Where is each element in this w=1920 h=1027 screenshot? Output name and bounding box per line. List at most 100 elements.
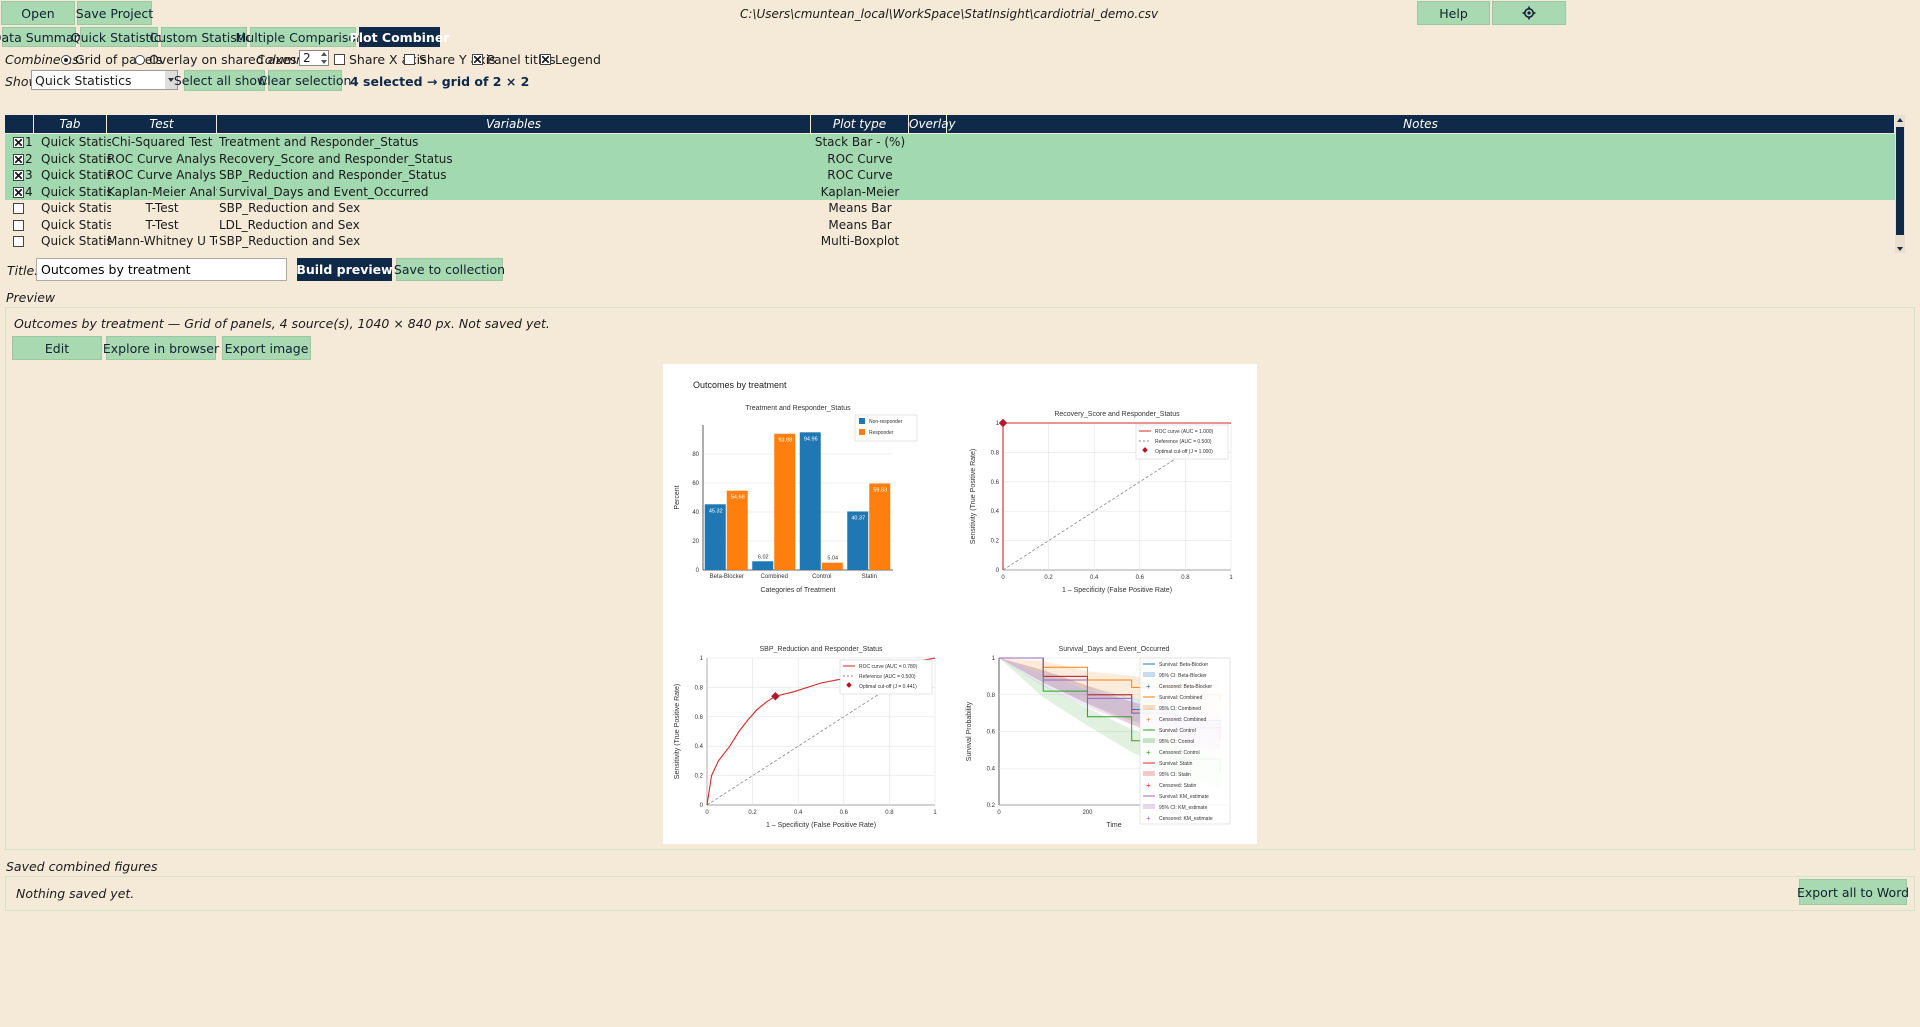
table-row[interactable]: Quick StatisticsMann-Whitney U TestSBP_R…: [5, 233, 1905, 250]
x-tick-label: 0.6: [1136, 575, 1145, 581]
y-tick-label: 0.8: [695, 685, 704, 691]
chevron-down-icon[interactable]: [165, 71, 177, 89]
tab-quick-statistics[interactable]: Quick Statistics: [71, 27, 167, 47]
header-plot-type[interactable]: Plot type: [811, 115, 909, 133]
explore-browser-button[interactable]: Explore in browser: [103, 336, 219, 360]
cell-test: Mann-Whitney U Test: [107, 234, 217, 248]
legend-label: Survival: KM_estimate: [1159, 794, 1209, 800]
spinner-down-icon[interactable]: [321, 60, 327, 64]
scroll-thumb[interactable]: [1896, 127, 1904, 235]
panel-titles-checkbox[interactable]: Panel titles: [472, 52, 556, 67]
open-button[interactable]: Open: [1, 1, 75, 25]
show-dropdown[interactable]: Quick Statistics: [31, 70, 178, 90]
legend-label: ROC curve (AUC = 1.000): [1155, 429, 1214, 435]
row-checkbox[interactable]: [13, 137, 24, 148]
y-tick-label: 1: [992, 656, 996, 662]
overlay-radio[interactable]: Overlay on shared axes: [135, 52, 297, 67]
row-checkbox[interactable]: [13, 219, 24, 231]
table-row[interactable]: 2 Quick StatisticsROC Curve AnalysisRecov…: [5, 150, 1905, 167]
scroll-down-icon[interactable]: [1897, 247, 1903, 251]
y-tick-label: 1: [700, 656, 704, 662]
scroll-up-icon[interactable]: [1897, 118, 1903, 122]
export-image-button[interactable]: Export image: [222, 336, 311, 360]
x-tick-label: 0.8: [885, 810, 894, 816]
row-checkbox[interactable]: [13, 186, 24, 198]
bar: [726, 490, 748, 570]
table-row[interactable]: Quick Statistics T-Test LDL_Reduction and …: [5, 217, 1905, 234]
x-tick-label: 0.8: [1181, 575, 1190, 581]
overlay-radio-indicator[interactable]: [135, 55, 145, 65]
tab-custom-statistics[interactable]: Custom Statistics: [150, 27, 259, 47]
header-notes[interactable]: Notes: [947, 115, 1895, 133]
save-project-button[interactable]: Save Project: [76, 1, 153, 25]
share-x-box[interactable]: [334, 54, 345, 65]
cutoff-marker: [771, 691, 780, 701]
share-y-box[interactable]: [404, 54, 415, 65]
table-scrollbar[interactable]: [1895, 115, 1905, 253]
table-row[interactable]: Quick Statistics T-Test SBP_Reduction and …: [5, 200, 1905, 217]
y-tick-label: 0.6: [991, 480, 1000, 486]
cell-plot: Kaplan-Meier: [820, 184, 900, 199]
table-row[interactable]: 4 Quick StatisticsKaplan-Meier AnalysisSu…: [5, 183, 1905, 200]
tab-multiple-comparisons[interactable]: Multiple Comparisons: [236, 27, 371, 47]
y-tick-label: 0.6: [987, 730, 996, 736]
columns-spinner[interactable]: 2: [299, 50, 329, 66]
y-tick-label: 0.8: [991, 450, 1000, 456]
panel-title: Survival_Days and Event_Occurred: [1059, 646, 1170, 653]
cell-vars: SBP_Reduction and Sex: [219, 201, 361, 215]
row-checkbox[interactable]: [13, 153, 24, 165]
edit-button[interactable]: Edit: [12, 336, 102, 360]
y-tick-label: 0.6: [695, 715, 704, 721]
header-tab[interactable]: Tab: [34, 115, 107, 133]
export-word-button[interactable]: Export all to Word: [1797, 879, 1909, 905]
tab-plot-combiner[interactable]: Plot Combiner: [350, 27, 449, 47]
grid-radio-indicator[interactable]: [61, 55, 71, 65]
y-tick-label: 40: [692, 510, 699, 516]
bar: [799, 432, 821, 570]
x-tick-label: Combined: [761, 574, 788, 580]
save-to-collection-button[interactable]: Save to collection: [394, 258, 505, 281]
x-tick-label: 1: [933, 810, 937, 816]
cell-plot: Means Bar: [828, 201, 892, 215]
row-checkbox[interactable]: [13, 203, 24, 214]
table-row[interactable]: 1 Quick StatisticsChi-Squared Test Treatme…: [5, 134, 1905, 151]
spinner-up-icon[interactable]: [321, 52, 327, 56]
table-row[interactable]: 3 Quick StatisticsROC Curve AnalysisSBP_R…: [5, 167, 1905, 184]
legend-checkbox[interactable]: Legend: [540, 52, 601, 67]
panel-titles-label: Panel titles: [486, 52, 556, 67]
legend-label: 95% CI: Combined: [1159, 706, 1201, 712]
row-checkbox[interactable]: [13, 236, 24, 247]
columns-value[interactable]: 2: [303, 51, 311, 65]
row-checkbox[interactable]: [13, 170, 24, 181]
cell-tab: Quick Statistics: [41, 217, 111, 232]
row-number: 4: [25, 184, 33, 199]
show-dropdown-value[interactable]: Quick Statistics: [35, 73, 132, 88]
select-all-button[interactable]: Select all shown: [174, 70, 275, 91]
legend-box: [839, 659, 933, 695]
tab-data-summary[interactable]: Data Summary: [0, 27, 86, 47]
preview-figure[interactable]: Outcomes by treatment Treatment and Resp…: [663, 364, 1257, 844]
help-button[interactable]: Help: [1417, 1, 1490, 25]
build-preview-button[interactable]: Build preview: [296, 258, 393, 281]
cell-plot: Multi-Boxplot: [820, 234, 900, 248]
legend-swatch: [846, 682, 852, 688]
y-tick-label: 0.4: [695, 744, 704, 750]
panel-titles-box[interactable]: [472, 54, 483, 65]
title-input[interactable]: [36, 258, 287, 281]
clear-selection-button[interactable]: Clear selection: [259, 70, 351, 91]
bar-value-label: 5.04: [827, 556, 838, 562]
y-tick-label: 0.4: [991, 509, 1000, 515]
legend-box[interactable]: [540, 54, 551, 65]
cell-tab: Quick Statistics: [41, 234, 111, 248]
legend-label: 95% CI: Statin: [1159, 772, 1191, 778]
header-select: [5, 115, 34, 133]
preview-info: Outcomes by treatment — Grid of panels, …: [14, 316, 550, 331]
header-variables[interactable]: Variables: [217, 115, 811, 133]
settings-button[interactable]: [1492, 1, 1566, 25]
cell-plot: ROC Curve: [827, 151, 893, 166]
header-test[interactable]: Test: [107, 115, 217, 133]
legend-swatch: [859, 418, 865, 424]
cell-plot: Means Bar: [828, 217, 892, 232]
header-overlay[interactable]: Overlay: [909, 115, 956, 133]
cell-test: ROC Curve Analysis: [107, 168, 217, 182]
